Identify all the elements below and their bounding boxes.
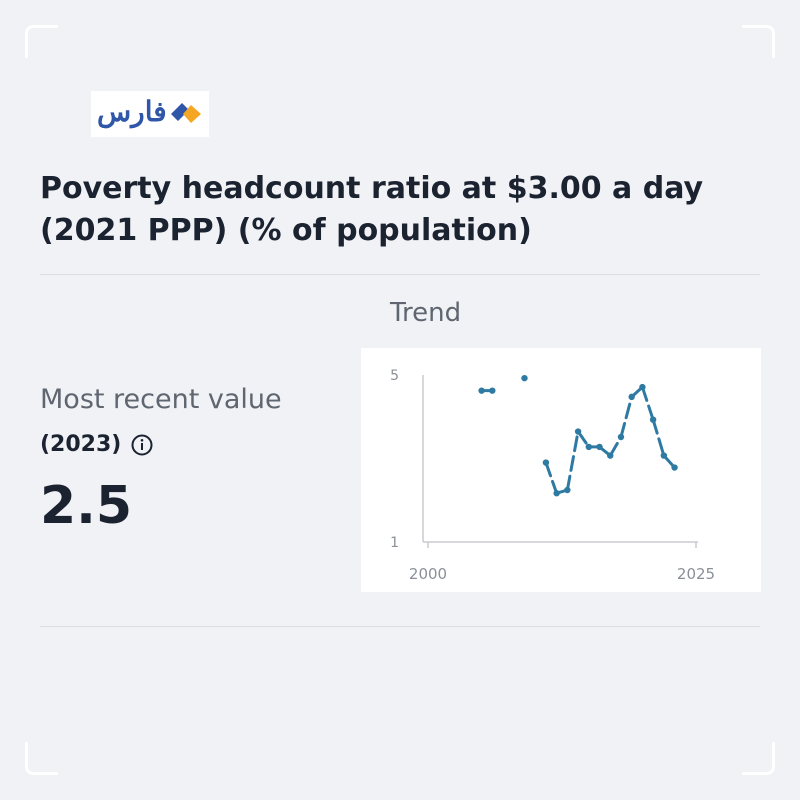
logo-diamond-icon — [171, 103, 201, 123]
info-circle-icon[interactable] — [131, 434, 153, 456]
data-point — [607, 452, 614, 459]
data-point — [574, 428, 582, 435]
most-recent-year-row: (2023) — [40, 432, 153, 457]
frame-corner-top-left — [25, 25, 58, 58]
series-line-segment — [651, 418, 666, 458]
y-tick-label: 1 — [390, 535, 399, 551]
most-recent-label: Most recent value — [40, 384, 282, 415]
y-tick-label: 5 — [390, 368, 399, 384]
data-point — [553, 490, 560, 497]
fars-logo: فارس — [91, 91, 209, 137]
data-point — [521, 374, 528, 382]
divider-top — [40, 274, 760, 275]
series-line-segment — [619, 395, 634, 439]
data-point — [489, 387, 496, 394]
data-point — [639, 383, 646, 391]
frame-corner-bottom-right — [742, 742, 775, 775]
page-title: Poverty headcount ratio at $3.00 a day (… — [40, 171, 704, 248]
data-point — [564, 486, 571, 494]
trend-chart-svg: 5 1 2000 2025 — [390, 368, 715, 583]
most-recent-year: (2023) — [40, 432, 122, 457]
data-point — [478, 387, 485, 394]
logo-text: فارس — [97, 95, 167, 128]
data-point — [671, 464, 678, 471]
data-point — [596, 443, 603, 451]
data-point — [617, 433, 625, 441]
series-line-segment — [544, 461, 559, 495]
series-line-segment — [640, 385, 655, 422]
most-recent-value: 2.5 — [40, 476, 133, 536]
trend-label: Trend — [390, 298, 462, 328]
data-point — [660, 452, 668, 459]
series-line-segment — [565, 430, 580, 492]
x-tick-label: 2000 — [409, 565, 447, 583]
frame-corner-top-right — [742, 25, 775, 58]
data-point — [585, 443, 592, 451]
data-point — [628, 393, 635, 401]
series-line-segment — [608, 435, 623, 458]
divider-bottom — [40, 626, 760, 627]
data-point — [649, 416, 657, 423]
x-tick-label: 2025 — [677, 565, 715, 583]
trend-chart: 5 1 2000 2025 — [361, 348, 761, 592]
data-point — [542, 459, 550, 466]
frame-corner-bottom-left — [25, 742, 58, 775]
